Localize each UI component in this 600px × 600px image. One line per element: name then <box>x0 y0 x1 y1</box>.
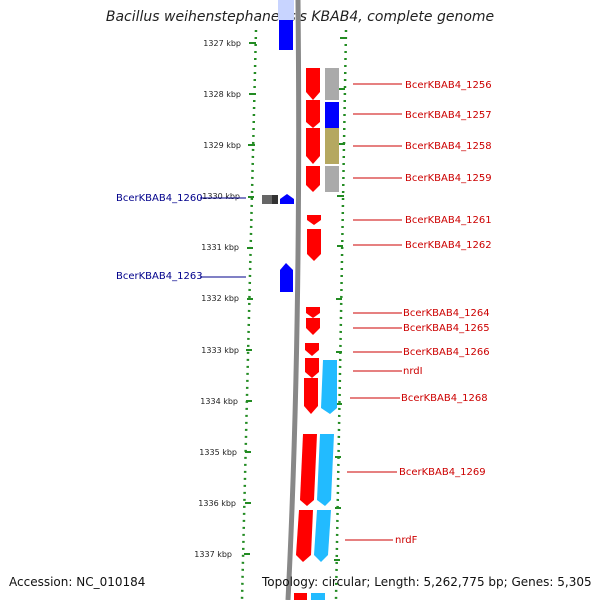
gene-arrow-1260[interactable] <box>280 194 294 204</box>
topology-text: Topology: circular; Length: 5,262,775 bp… <box>262 575 592 589</box>
block-cyan-bottom <box>311 593 325 600</box>
gene-bar-bottom-red <box>294 593 307 600</box>
block-blue-1257 <box>325 102 339 128</box>
gene-arrow-1265[interactable] <box>306 318 320 335</box>
block-cyan-1269 <box>317 434 334 506</box>
block-olive-1258 <box>325 128 339 164</box>
gene-bar-top <box>278 0 294 20</box>
tick-label-1330: 1330 kbp <box>202 192 240 201</box>
gene-bar-1260-dark <box>272 195 278 204</box>
gene-label-1257[interactable]: BcerKBAB4_1257 <box>405 110 492 121</box>
tick-label-1328: 1328 kbp <box>203 90 241 99</box>
gene-label-1259[interactable]: BcerKBAB4_1259 <box>405 173 492 184</box>
gene-arrow-1258[interactable] <box>306 128 320 164</box>
tick-label-1334: 1334 kbp <box>200 397 238 406</box>
gene-label-1262[interactable]: BcerKBAB4_1262 <box>405 240 492 251</box>
gene-arrow-1261[interactable] <box>307 215 321 225</box>
block-cyan-nrdF <box>314 510 331 562</box>
genome-backbone <box>285 0 302 600</box>
block-grey-1259 <box>325 166 339 192</box>
gene-arrow-reverse-top <box>279 20 293 50</box>
gene-arrow-1256[interactable] <box>306 68 320 100</box>
gene-label-1266[interactable]: BcerKBAB4_1266 <box>403 347 490 358</box>
gene-arrow-1268[interactable] <box>304 378 318 414</box>
leader-lines-right <box>345 83 402 541</box>
gene-arrow-1264[interactable] <box>306 307 320 318</box>
gene-arrow-1262[interactable] <box>307 229 321 261</box>
gene-arrow-1266[interactable] <box>305 343 319 356</box>
block-grey-1256 <box>325 68 339 100</box>
gene-arrow-1259[interactable] <box>306 166 320 192</box>
gene-label-1258[interactable]: BcerKBAB4_1258 <box>405 141 492 152</box>
gene-label-1261[interactable]: BcerKBAB4_1261 <box>405 215 492 226</box>
gene-arrow-1257[interactable] <box>306 100 320 128</box>
tick-label-1329: 1329 kbp <box>203 141 241 150</box>
tick-label-1327: 1327 kbp <box>203 39 241 48</box>
gene-label-nrdF[interactable]: nrdF <box>395 535 418 546</box>
leader-lines-left <box>200 197 246 278</box>
tick-label-1336: 1336 kbp <box>198 499 236 508</box>
gene-label-1263[interactable]: BcerKBAB4_1263 <box>116 271 203 282</box>
gene-label-1269[interactable]: BcerKBAB4_1269 <box>399 467 486 478</box>
gene-label-1256[interactable]: BcerKBAB4_1256 <box>405 80 492 91</box>
ruler-line-left <box>240 29 258 600</box>
tick-label-1333: 1333 kbp <box>201 346 239 355</box>
gene-label-1264[interactable]: BcerKBAB4_1264 <box>403 308 490 319</box>
gene-arrow-1269[interactable] <box>300 434 317 506</box>
gene-label-1268[interactable]: BcerKBAB4_1268 <box>401 393 488 404</box>
gene-label-nrdI[interactable]: nrdI <box>403 366 423 377</box>
tick-label-1335: 1335 kbp <box>199 448 237 457</box>
gene-arrow-nrdI[interactable] <box>305 358 319 378</box>
gene-label-1260[interactable]: BcerKBAB4_1260 <box>116 193 203 204</box>
gene-label-1265[interactable]: BcerKBAB4_1265 <box>403 323 490 334</box>
ruler-ticks <box>244 37 346 561</box>
tick-label-1337: 1337 kbp <box>194 550 232 559</box>
tick-label-1332: 1332 kbp <box>201 294 239 303</box>
gene-arrow-nrdF[interactable] <box>296 510 313 562</box>
accession-text: Accession: NC_010184 <box>9 575 146 589</box>
block-cyan-nrdI <box>321 360 337 414</box>
gene-bar-1260[interactable] <box>262 195 278 204</box>
gene-arrow-1263[interactable] <box>280 263 293 292</box>
tick-label-1331: 1331 kbp <box>201 243 239 252</box>
